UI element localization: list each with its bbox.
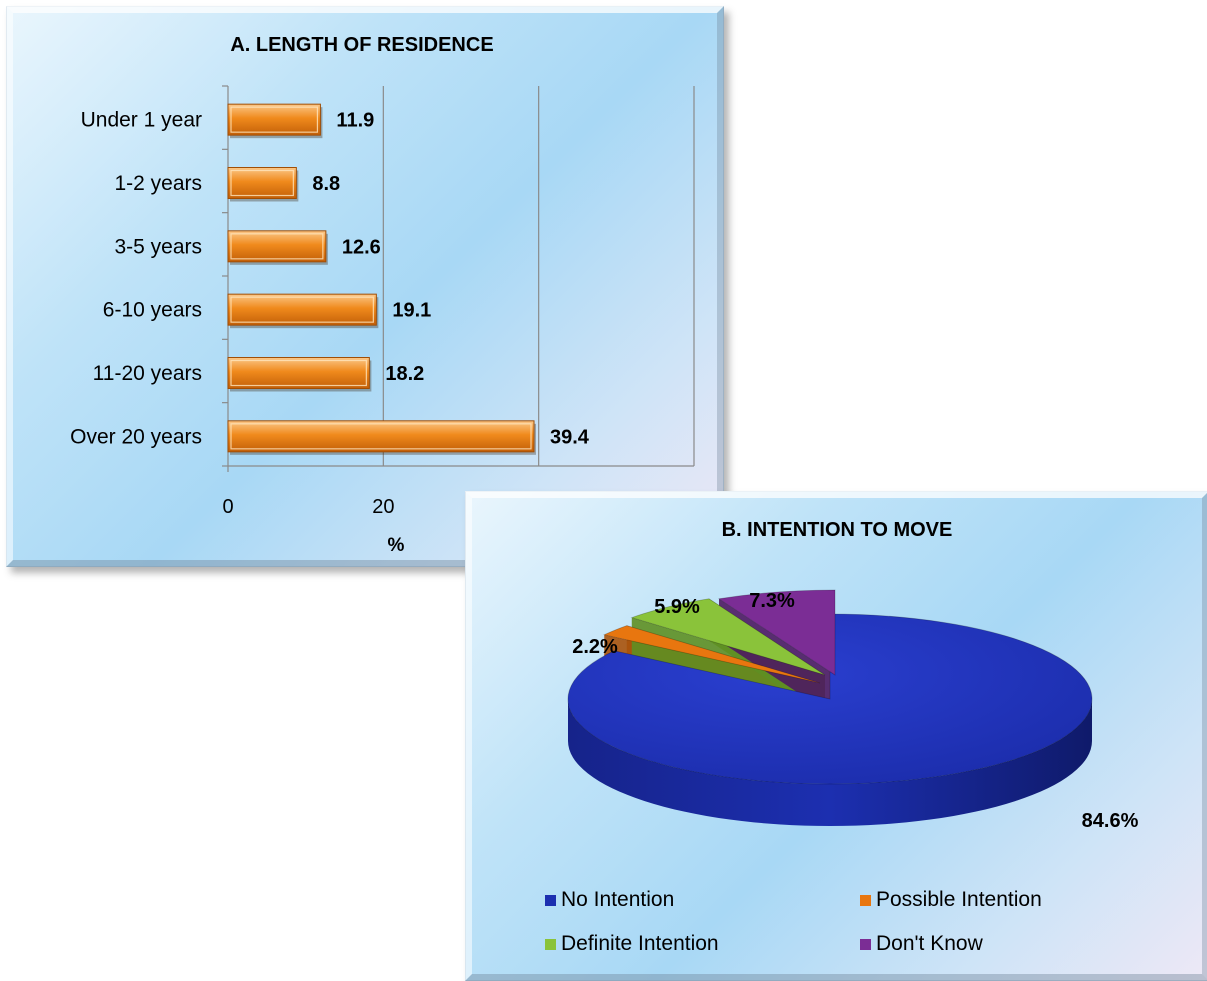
bar-value-label: 11.9 xyxy=(336,110,374,132)
x-tick-label: 0 xyxy=(222,496,233,518)
legend-label: Possible Intention xyxy=(876,888,1042,911)
legend-swatch xyxy=(860,894,871,906)
bar-bevel xyxy=(230,296,374,323)
legend-label: No Intention xyxy=(561,888,675,911)
pie-chart-plot: 84.6% 2.2% 5.9% 7.3% xyxy=(567,589,1139,832)
legend-item-definite-intention: Definite Intention xyxy=(545,932,719,956)
bar-value-label: 18.2 xyxy=(385,363,424,385)
bar-bevel xyxy=(230,423,532,450)
legend-label: Don't Know xyxy=(876,932,983,955)
x-tick-label: 20 xyxy=(372,496,394,518)
bar-bevel xyxy=(230,233,324,260)
x-axis-label: % xyxy=(388,535,405,556)
category-label: 11-20 years xyxy=(93,362,202,385)
bar xyxy=(227,230,327,263)
bar xyxy=(227,167,297,199)
bar xyxy=(227,420,535,453)
bar-bevel xyxy=(230,169,294,197)
category-label: 6-10 years xyxy=(103,299,202,322)
length-of-residence-chart: A. LENGTH OF RESIDENCE 0 20% Under 1 year… xyxy=(6,6,724,567)
category-label: 3-5 years xyxy=(114,235,202,258)
chart-a-title: A. LENGTH OF RESIDENCE xyxy=(230,34,494,56)
pie-slice xyxy=(567,613,1093,785)
legend-swatch xyxy=(545,938,556,950)
pie-slice xyxy=(717,589,836,676)
pie-slice xyxy=(630,598,826,676)
pie-slice xyxy=(603,625,821,684)
bar-value-label: 39.4 xyxy=(550,426,590,448)
bar-value-label: 19.1 xyxy=(392,300,431,322)
legend-swatch xyxy=(545,894,556,906)
pie-value-label: 7.3% xyxy=(749,590,795,612)
pie-value-label: 2.2% xyxy=(572,636,618,658)
bar-value-label: 12.6 xyxy=(342,236,381,258)
legend-label: Definite Intention xyxy=(561,932,719,955)
pie-slice-side xyxy=(568,699,1092,826)
legend-item-no-intention: No Intention xyxy=(545,888,674,912)
bar-bevel xyxy=(230,106,319,133)
bar xyxy=(227,293,377,326)
bar-bevel xyxy=(230,359,367,387)
chart-b-title: B. INTENTION TO MOVE xyxy=(721,519,953,541)
category-label: Over 20 years xyxy=(70,425,202,448)
legend-item-dont-know: Don't Know xyxy=(860,932,983,956)
legend-swatch xyxy=(860,938,871,950)
pie-value-label: 5.9% xyxy=(654,596,700,618)
bar xyxy=(227,103,321,136)
category-label: 1-2 years xyxy=(114,172,202,195)
intention-to-move-chart: B. INTENTION TO MOVE 84.6% 2.2% 5.9% 7.3% N… xyxy=(465,491,1207,981)
pie-value-label: 84.6% xyxy=(1082,810,1139,832)
bar-value-label: 8.8 xyxy=(312,173,340,195)
legend-item-possible-intention: Possible Intention xyxy=(860,888,1042,912)
category-label: Under 1 year xyxy=(81,109,202,132)
bar-chart-plot: 0 20% Under 1 year 11.9 1-2 years 8.8 3-5 yea… xyxy=(70,85,695,556)
bar xyxy=(227,357,370,389)
